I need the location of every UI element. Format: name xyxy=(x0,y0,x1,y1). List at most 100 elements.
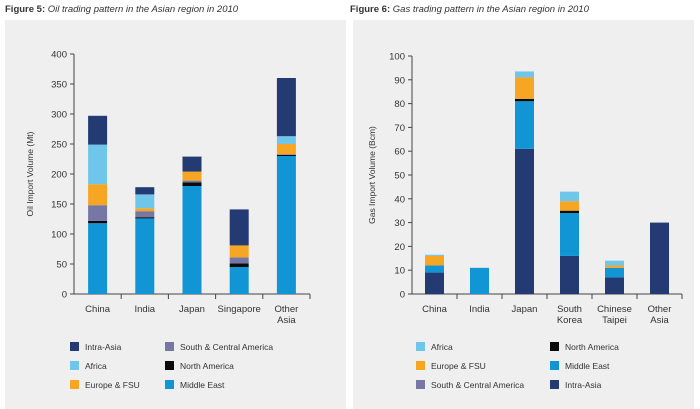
oil-bar-japan-north-america xyxy=(182,182,202,186)
gas-bar-china-intra-asia xyxy=(425,272,444,294)
oil-bar-other-asia-europe-fsu xyxy=(276,144,296,155)
gas-y-tick-label: 60 xyxy=(394,147,405,158)
oil-legend-label-europe-fsu: Europe & FSU xyxy=(85,380,140,390)
gas-y-tick-label: 50 xyxy=(394,171,405,182)
gas-legend-swatch-north-america xyxy=(550,342,559,351)
gas-y-tick-label: 40 xyxy=(394,194,405,205)
figure-5-title: Figure 5: Oil trading pattern in the Asi… xyxy=(5,4,238,15)
oil-y-tick-label: 250 xyxy=(51,140,67,151)
gas-bar-india-middle-east xyxy=(470,267,489,294)
gas-y-tick-label: 70 xyxy=(394,123,405,134)
gas-y-tick-label: 20 xyxy=(394,242,405,253)
gas-category-label: Korea xyxy=(557,315,583,326)
oil-legend-swatch-europe-fsu xyxy=(70,380,79,389)
gas-bar-japan-africa xyxy=(515,71,534,78)
oil-bar-other-asia-middle-east xyxy=(276,156,296,294)
gas-bar-chinese-taipei-middle-east xyxy=(605,267,624,278)
oil-category-label: Asia xyxy=(277,315,296,326)
oil-category-label: Other xyxy=(275,304,299,315)
oil-category-label: Singapore xyxy=(218,304,261,315)
gas-category-label: India xyxy=(469,304,490,315)
gas-legend-swatch-intra-asia xyxy=(550,380,559,389)
gas-bar-chinese-taipei-africa xyxy=(605,260,624,266)
oil-bar-singapore-europe-fsu xyxy=(229,245,249,258)
gas-category-label: China xyxy=(422,304,448,315)
oil-bar-india-intra-asia xyxy=(135,187,155,195)
oil-legend-swatch-south-central-america xyxy=(165,342,174,351)
oil-legend-label-intra-asia: Intra-Asia xyxy=(85,342,122,352)
oil-bar-india-middle-east xyxy=(135,218,155,294)
oil-bar-china-europe-fsu xyxy=(88,184,108,206)
oil-y-tick-label: 50 xyxy=(56,260,67,271)
oil-legend-label-south-central-america: South & Central America xyxy=(180,342,273,352)
gas-y-tick-label: 0 xyxy=(400,290,405,301)
gas-y-tick-label: 90 xyxy=(394,75,405,86)
oil-bar-other-asia-south-central-america xyxy=(276,154,296,155)
oil-bar-other-asia-intra-asia xyxy=(276,78,296,137)
gas-y-tick-label: 30 xyxy=(394,218,405,229)
oil-chart: 0 50 100 150 200 250 300 350 400 Oil Import Volum… xyxy=(25,50,311,390)
oil-bar-india-africa xyxy=(135,194,155,209)
gas-category-label: Other xyxy=(648,304,672,315)
gas-y-tick-label: 80 xyxy=(394,99,405,110)
gas-legend-label-europe-fsu: Europe & FSU xyxy=(431,361,486,371)
gas-bar-south-korea-europe-fsu xyxy=(560,201,579,211)
gas-category-label: Asia xyxy=(650,315,669,326)
oil-category-label: China xyxy=(85,304,111,315)
oil-legend-label-north-america: North America xyxy=(180,361,234,371)
oil-bar-japan-europe-fsu xyxy=(182,171,202,181)
oil-legend-swatch-intra-asia xyxy=(70,342,79,351)
gas-bar-china-africa xyxy=(425,254,444,256)
oil-y-tick-label: 100 xyxy=(51,230,67,241)
gas-category-label: Japan xyxy=(512,304,538,315)
figure-6-number: Figure 6: xyxy=(350,4,391,15)
gas-category-label: Chinese xyxy=(597,304,632,315)
figure-5-number: Figure 5: xyxy=(5,4,46,15)
gas-legend-swatch-middle-east xyxy=(550,361,559,370)
oil-bar-japan-south-central-america xyxy=(182,180,202,183)
oil-bar-china-africa xyxy=(88,144,108,185)
oil-bar-other-asia-africa xyxy=(276,136,296,144)
oil-bar-japan-intra-asia xyxy=(182,156,202,172)
gas-category-label: South xyxy=(557,304,582,315)
oil-bar-china-intra-asia xyxy=(88,115,108,145)
gas-y-axis-title: Gas Import Volume (Bcm) xyxy=(367,126,377,224)
oil-y-tick-label: 350 xyxy=(51,80,67,91)
gas-bar-south-korea-intra-asia xyxy=(560,255,579,294)
figure-6-title: Figure 6: Gas trading pattern in the Asi… xyxy=(350,4,589,15)
gas-bar-south-korea-middle-east xyxy=(560,213,579,256)
oil-chart-panel: 0 50 100 150 200 250 300 350 400 Oil Import Volum… xyxy=(5,20,346,409)
oil-y-tick-label: 400 xyxy=(51,50,67,61)
gas-bar-chinese-taipei-europe-fsu xyxy=(605,265,624,268)
oil-y-tick-label: 200 xyxy=(51,170,67,181)
gas-bar-china-middle-east xyxy=(425,265,444,273)
gas-y-tick-label: 100 xyxy=(389,52,405,63)
oil-bar-japan-middle-east xyxy=(182,186,202,294)
oil-legend-label-africa: Africa xyxy=(85,361,107,371)
gas-bar-japan-europe-fsu xyxy=(515,77,534,99)
oil-bar-china-middle-east xyxy=(88,223,108,294)
oil-bar-india-north-america xyxy=(135,217,155,219)
oil-bar-china-south-central-america xyxy=(88,205,108,221)
oil-category-label: India xyxy=(134,304,155,315)
gas-legend-swatch-europe-fsu xyxy=(416,361,425,370)
figure-6-description: Gas trading pattern in the Asian region … xyxy=(392,4,589,15)
oil-y-tick-label: 300 xyxy=(51,110,67,121)
gas-legend-label-africa: Africa xyxy=(431,342,453,352)
oil-bar-india-south-central-america xyxy=(135,211,155,218)
gas-legend-label-intra-asia: Intra-Asia xyxy=(565,380,602,390)
oil-bar-china-north-america xyxy=(88,220,108,224)
gas-bar-china-europe-fsu xyxy=(425,255,444,266)
gas-category-label: Taipei xyxy=(602,315,627,326)
oil-category-label: Japan xyxy=(179,304,205,315)
oil-y-tick-label: 0 xyxy=(62,290,67,301)
gas-bar-south-korea-north-america xyxy=(560,210,579,214)
oil-y-tick-label: 150 xyxy=(51,200,67,211)
gas-bar-south-korea-africa xyxy=(560,191,579,202)
gas-bar-japan-intra-asia xyxy=(515,148,534,294)
oil-legend-swatch-north-america xyxy=(165,361,174,370)
gas-bar-chinese-taipei-intra-asia xyxy=(605,277,624,294)
gas-legend-swatch-south-central-america xyxy=(416,380,425,389)
oil-legend-swatch-africa xyxy=(70,361,79,370)
oil-bar-singapore-south-central-america xyxy=(229,257,249,264)
